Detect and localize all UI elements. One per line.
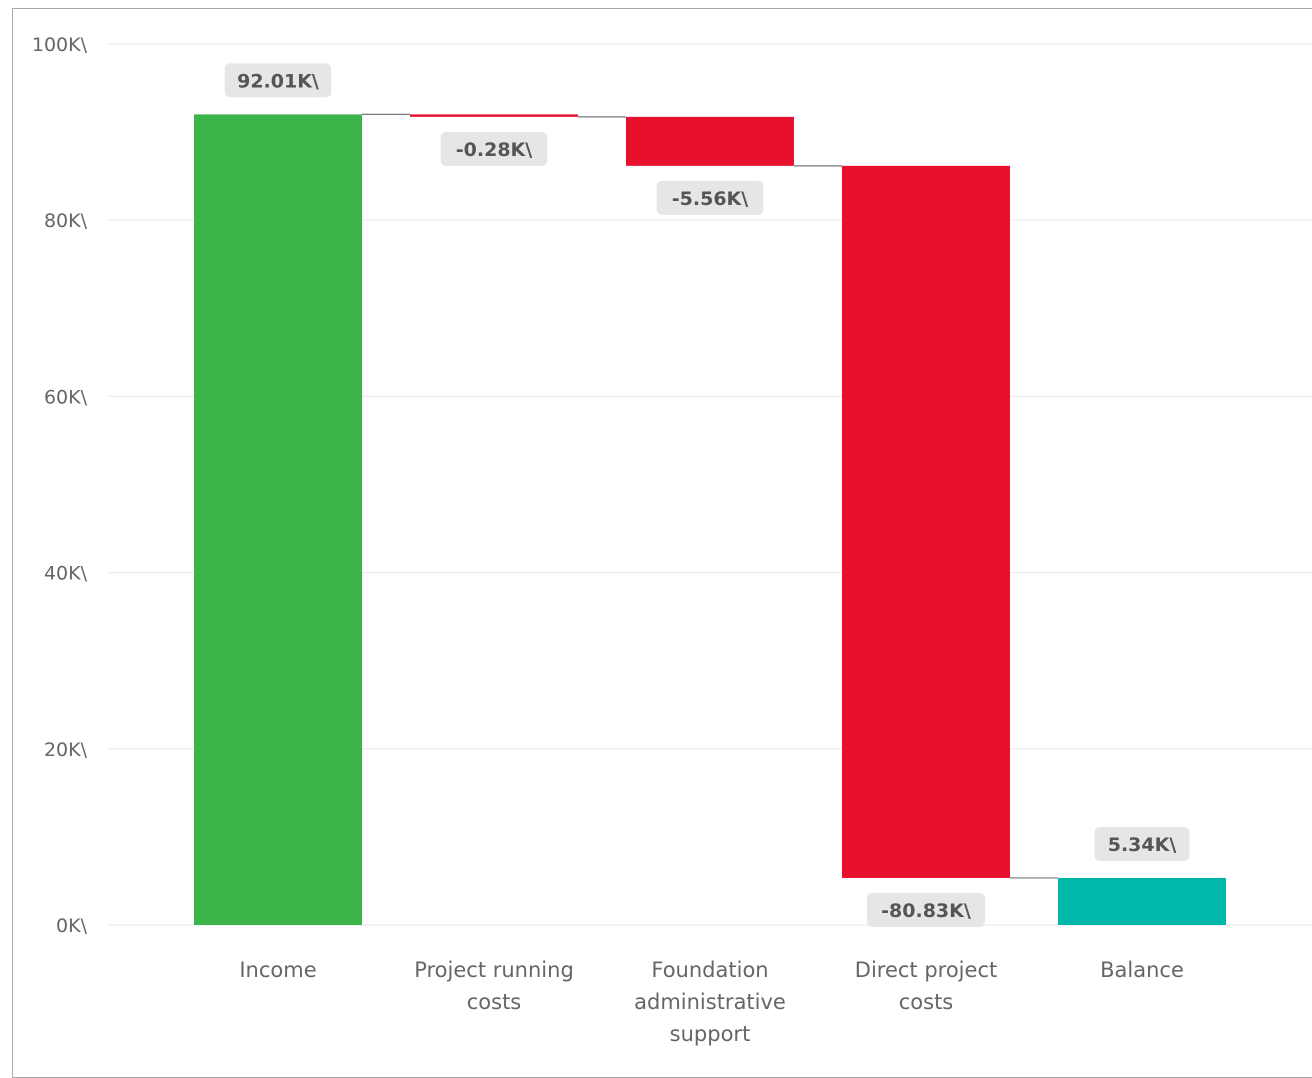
data-label-bg [867, 892, 985, 927]
bar-4 [842, 165, 1010, 878]
bar-2 [410, 114, 578, 117]
category-label: Project running costs [414, 958, 574, 1014]
data-label-bg [656, 180, 764, 215]
category-label: Foundation administrative support [634, 958, 786, 1046]
data-label: -0.28K\ [456, 139, 532, 161]
data-label: -5.56K\ [672, 188, 748, 210]
y-tick-label: 40K\ [44, 563, 88, 585]
y-tick-label: 100K\ [32, 34, 88, 56]
y-tick-label: 20K\ [44, 739, 88, 761]
category-label-line: Balance [1100, 958, 1184, 982]
data-label-bg [224, 63, 332, 98]
category-label: Direct project costs [855, 958, 997, 1014]
category-label-line: administrative [634, 990, 786, 1014]
category-label-line: Direct project [855, 958, 997, 982]
category-label: Balance [1100, 958, 1184, 982]
chart-frame: 0K\ 20K\ 40K\ 60K\ 80K\ 100K\ 92.01K\ Income -0.… [12, 8, 1312, 1078]
category-label: Income [239, 958, 316, 982]
waterfall-chart: 0K\ 20K\ 40K\ 60K\ 80K\ 100K\ 92.01K\ Income -0.… [32, 34, 1312, 1046]
bar-5 [1058, 877, 1226, 925]
category-label-line: Foundation [651, 958, 768, 982]
category-label-line: support [670, 1022, 751, 1046]
bar-1 [194, 114, 362, 925]
data-label-bg [1094, 826, 1190, 861]
category-label-line: costs [467, 990, 522, 1014]
bar-3 [626, 116, 794, 166]
data-label: 92.01K\ [237, 70, 319, 92]
data-label-bg [440, 131, 548, 166]
y-tick-label: 60K\ [44, 386, 88, 408]
data-label: -80.83K\ [881, 900, 971, 922]
data-label: 5.34K\ [1108, 834, 1177, 856]
y-tick-label: 80K\ [44, 210, 88, 232]
category-label-line: Income [239, 958, 316, 982]
y-tick-label: 0K\ [56, 915, 88, 937]
category-label-line: Project running [414, 958, 574, 982]
category-label-line: costs [899, 990, 954, 1014]
